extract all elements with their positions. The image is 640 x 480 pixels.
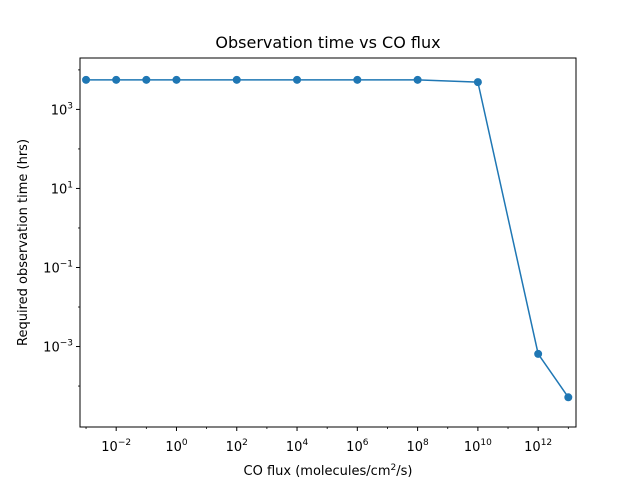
x-tick-exponent: 10	[480, 438, 492, 448]
x-tick-label: 106	[346, 438, 369, 455]
data-point	[473, 78, 482, 87]
x-tick-label: 100	[165, 438, 188, 455]
y-tick-base: 10	[43, 341, 60, 356]
y-tick-label: 101	[51, 180, 73, 197]
x-tick-base: 10	[165, 440, 182, 455]
data-point	[232, 75, 241, 84]
x-tick-exponent: 4	[302, 438, 308, 448]
x-tick-base: 10	[346, 440, 363, 455]
x-tick-exponent: 2	[242, 438, 248, 448]
data-point	[112, 75, 121, 84]
y-axis-label: Required observation time (hrs)	[16, 139, 31, 346]
data-point	[82, 75, 91, 84]
y-tick-label: 10−1	[43, 259, 73, 276]
x-tick-label: 104	[286, 438, 309, 455]
y-tick-base: 10	[51, 182, 68, 197]
x-tick-base: 10	[286, 440, 303, 455]
data-point	[353, 75, 362, 84]
axes-frame	[79, 57, 577, 428]
x-tick-base: 10	[101, 440, 118, 455]
x-tick-base: 10	[226, 440, 243, 455]
data-point	[564, 393, 573, 402]
y-tick-label: 103	[51, 101, 73, 118]
x-tick-base: 10	[524, 440, 541, 455]
y-tick-exponent: −3	[60, 339, 73, 349]
y-tick-exponent: −1	[60, 259, 73, 269]
data-point	[293, 75, 302, 84]
x-tick-label: 1010	[464, 438, 492, 455]
x-tick-exponent: 12	[541, 438, 552, 448]
x-tick-label: 102	[226, 438, 248, 455]
x-tick-exponent: 6	[363, 438, 369, 448]
x-tick-exponent: 8	[423, 438, 429, 448]
data-point	[413, 75, 422, 84]
x-tick-base: 10	[406, 440, 423, 455]
data-point	[142, 75, 151, 84]
series-layer	[82, 75, 573, 402]
x-tick-label: 108	[406, 438, 429, 455]
chart-title: Observation time vs CO flux	[215, 33, 440, 52]
x-axis-label: CO flux (molecules/cm2/s)	[244, 463, 413, 479]
x-axis-ticks: 10−2 100 102 104 106 108 1010 1012	[85, 427, 569, 455]
x-tick-exponent: 0	[182, 438, 188, 448]
y-tick-base: 10	[43, 261, 60, 276]
data-point	[172, 75, 181, 84]
y-tick-base: 10	[51, 103, 68, 118]
data-point	[534, 349, 543, 358]
y-tick-label: 10−3	[43, 339, 73, 356]
plot-area	[79, 57, 577, 428]
x-tick-base: 10	[464, 440, 481, 455]
x-tick-label: 1012	[524, 438, 552, 455]
x-tick-label: 10−2	[101, 438, 131, 455]
y-tick-exponent: 3	[67, 101, 73, 111]
x-tick-exponent: −2	[118, 438, 131, 448]
y-tick-exponent: 1	[67, 180, 73, 190]
